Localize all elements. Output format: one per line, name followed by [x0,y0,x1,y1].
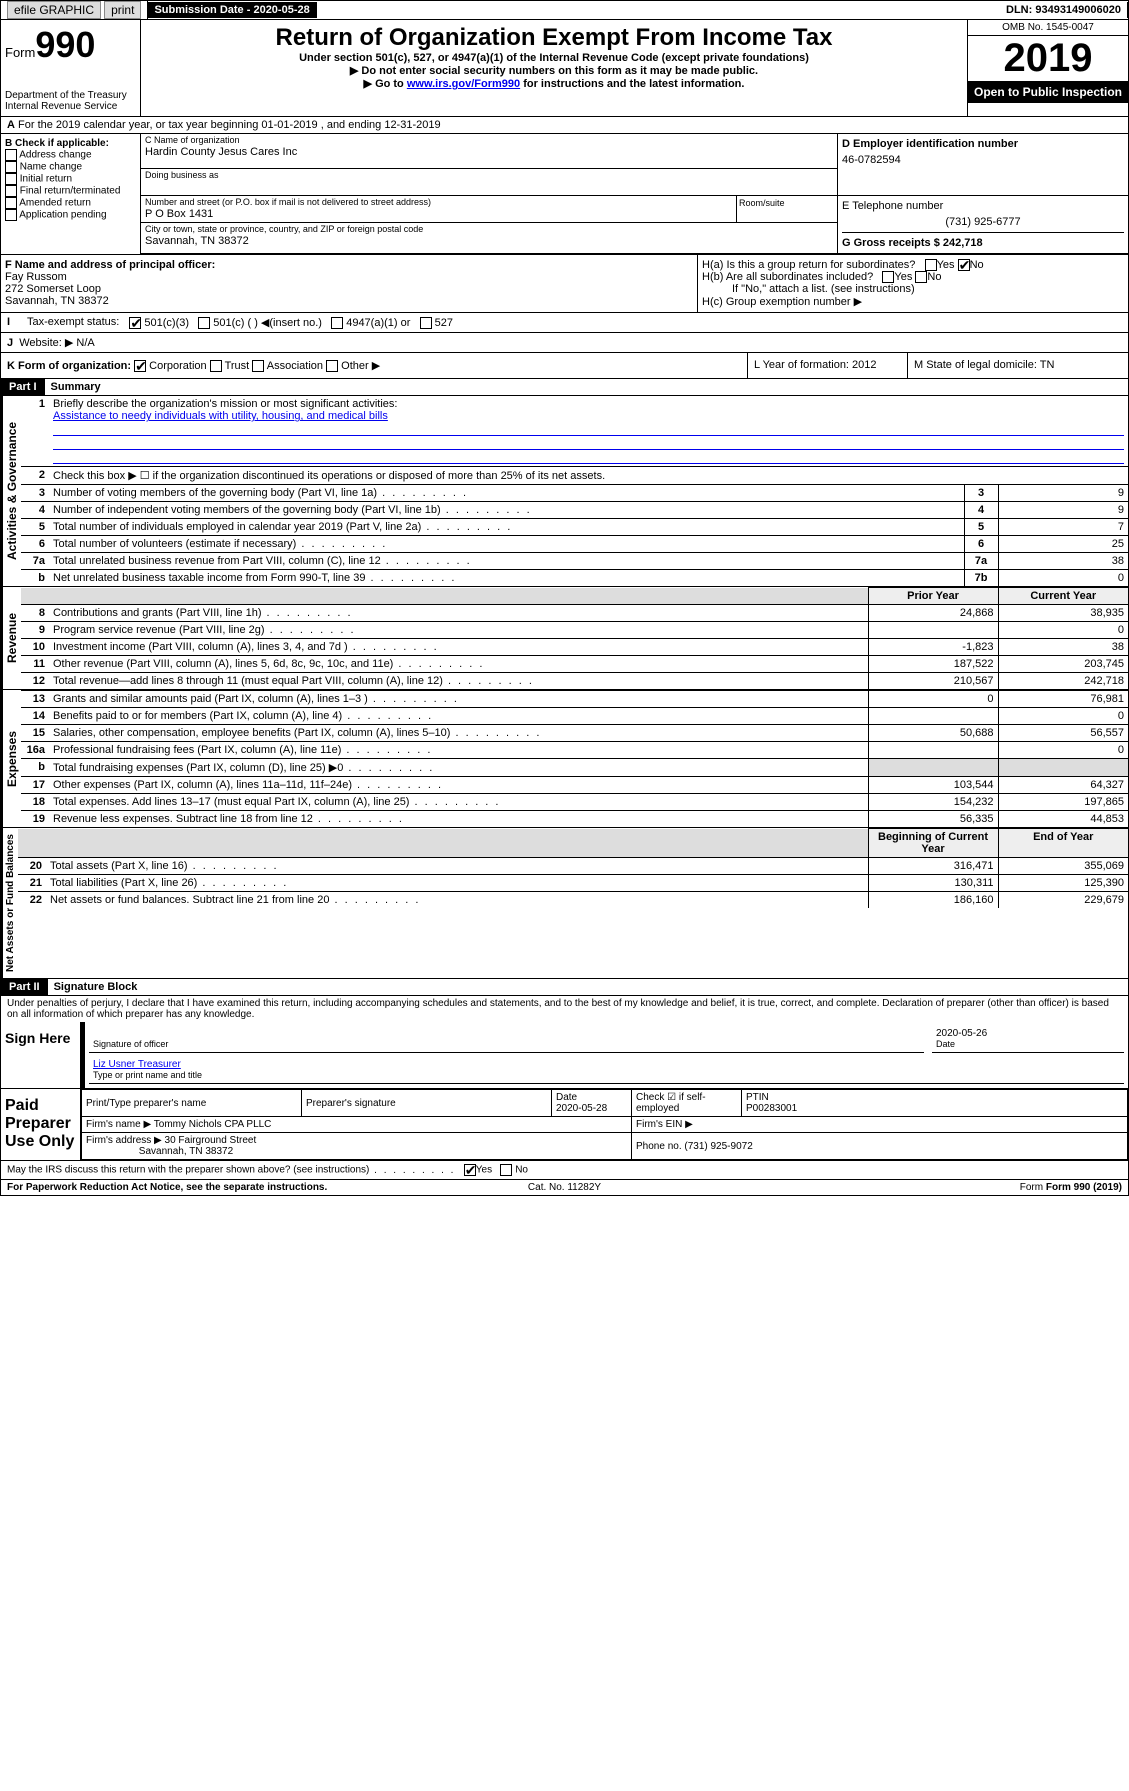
dln: DLN: 93493149006020 [317,2,1128,18]
row-a: A For the 2019 calendar year, or tax yea… [0,117,1129,134]
section-k-l-m: K Form of organization: Corporation Trus… [0,353,1129,379]
section-i: I Tax-exempt status: 501(c)(3) 501(c) ( … [0,313,1129,333]
topbar: efile GRAPHIC print Submission Date - 20… [0,0,1129,20]
warn-ssn: Do not enter social security numbers on … [145,64,963,77]
section-j: J Website: ▶ N/A [0,333,1129,353]
footer: For Paperwork Reduction Act Notice, see … [0,1180,1129,1196]
irs-link[interactable]: www.irs.gov/Form990 [407,78,520,90]
street: P O Box 1431 [141,208,736,222]
mission-text[interactable]: Assistance to needy individuals with uti… [53,410,388,422]
tax-year: 2019 [968,36,1128,81]
omb: OMB No. 1545-0047 [968,20,1128,36]
form-header: Form990 Department of the Treasury Inter… [0,20,1129,117]
open-public: Open to Public Inspection [968,81,1128,103]
phone: (731) 925-6777 [842,216,1124,228]
part-1-header: Part I Summary [0,379,1129,396]
dept: Department of the Treasury Internal Reve… [5,90,136,112]
city: Savannah, TN 38372 [141,235,837,249]
signature-block: Under penalties of perjury, I declare th… [0,996,1129,1180]
org-name: Hardin County Jesus Cares Inc [141,146,837,160]
section-d: D Employer identification number 46-0782… [838,134,1128,196]
section-f-h: F Name and address of principal officer:… [0,255,1129,313]
form-number: Form990 [5,24,136,66]
part-1-body: Activities & Governance 1 Briefly descri… [0,396,1129,587]
efile-button[interactable]: efile GRAPHIC [7,1,101,19]
submission-date: Submission Date - 2020-05-28 [148,2,316,18]
ein: 46-0782594 [842,154,1124,166]
gross-receipts: G Gross receipts $ 242,718 [842,232,1124,249]
form-title: Return of Organization Exempt From Incom… [145,24,963,52]
form-subtitle: Under section 501(c), 527, or 4947(a)(1)… [145,52,963,64]
part-2-header: Part II Signature Block [0,979,1129,996]
print-button[interactable]: print [104,1,141,19]
section-b: B Check if applicable: Address change Na… [1,134,141,254]
section-b-c-d-e: B Check if applicable: Address change Na… [0,134,1129,255]
